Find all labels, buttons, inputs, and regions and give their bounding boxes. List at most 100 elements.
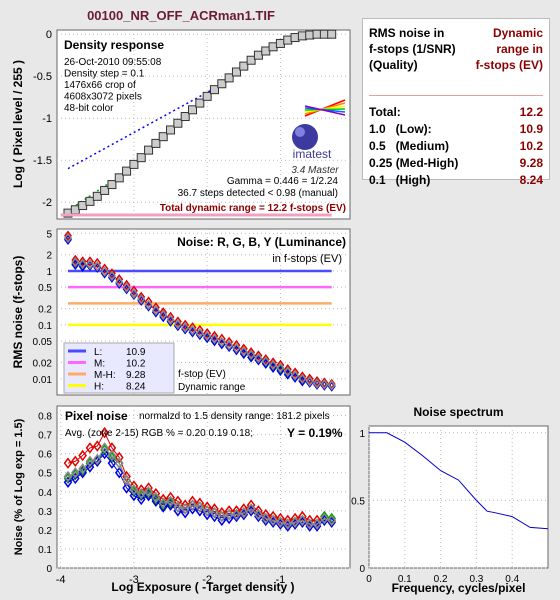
y-tick-label: 0.7 — [38, 431, 52, 442]
noise-point-r — [173, 316, 182, 327]
x-tick-label: 0.4 — [505, 574, 519, 585]
noise-point-y — [86, 259, 94, 270]
table-row: 0.5 (Medium) 10.2 — [369, 139, 543, 155]
density-point — [122, 166, 132, 176]
info-line: 48-bit color — [64, 103, 114, 114]
noise-point-y — [320, 379, 329, 390]
y-tick-label: 0.5 — [351, 496, 365, 507]
pixel-noise-point-r — [298, 510, 307, 523]
x-tick-label: 0 — [366, 574, 372, 585]
normalization-text: normalzd to 1.5 density range: 181.2 pix… — [139, 411, 330, 422]
noise-point-r — [195, 324, 204, 336]
low-fit-line — [67, 180, 113, 212]
pixel-noise-point-y — [298, 514, 307, 527]
noise-point-r — [122, 279, 131, 291]
y-tick-label: 0.02 — [33, 359, 53, 370]
panel-heading: Noise spectrum — [413, 405, 503, 419]
total-dr-text: Total dynamic range = 12.2 f-stops (EV) — [160, 203, 346, 214]
noise-point-r — [86, 256, 94, 267]
pixel-noise-point-y — [166, 495, 175, 508]
pixel-noise-point-y — [232, 508, 241, 521]
y-tick-label: 5 — [46, 229, 52, 240]
row-label: 1.0 (Low): — [369, 122, 432, 136]
y-axis-label: Log ( Pixel level / 255 ) — [11, 60, 25, 188]
row-label: 0.5 (Medium) — [369, 139, 450, 153]
noise-point-r — [298, 371, 307, 382]
noise-point-y — [100, 266, 109, 277]
row-label: Total: — [369, 105, 401, 119]
version-text: 3.4 Master — [291, 165, 339, 176]
y-tick-label: 0.01 — [33, 375, 53, 386]
noise-point-r — [166, 311, 175, 323]
density-point — [78, 201, 88, 211]
pixel-noise-point-y — [254, 508, 263, 521]
pixel-noise-point-r — [276, 512, 285, 525]
density-point — [188, 105, 198, 115]
pixel-noise-point-y — [283, 518, 293, 530]
noise-point-y — [261, 356, 270, 367]
density-point — [209, 85, 219, 95]
pixel-noise-point-b — [63, 476, 73, 488]
density-point — [144, 145, 154, 155]
table-header-right: Dynamic range in f-stops (EV) — [476, 25, 543, 73]
noise-point-y — [144, 299, 153, 311]
pixel-noise-point-r — [158, 493, 168, 506]
density-point — [253, 50, 263, 60]
pixel-noise-point-b — [85, 461, 95, 473]
pixel-noise-point-b — [114, 466, 124, 479]
noise-point-r — [129, 285, 138, 296]
x-axis-label: Frequency, cycles/pixel — [392, 581, 526, 595]
noise-point-y — [181, 322, 190, 333]
average-text: Avg. (zone 2-15) RGB % = 0.20 0.19 0.18; — [65, 428, 253, 439]
noise-point-r — [151, 302, 160, 313]
legend-label: H: — [94, 382, 104, 393]
pixel-noise-point-y — [276, 516, 285, 529]
pixel-noise-point-y — [122, 474, 131, 487]
noise-point-r — [269, 357, 278, 368]
noise-point-y — [210, 333, 219, 345]
y-tick-label: 0.1 — [38, 321, 52, 332]
pixel-noise-point-r — [202, 501, 212, 513]
dynamic-range-table: RMS noise in f-stops (1/SNR) (Quality) D… — [362, 18, 550, 187]
noise-point-y — [64, 232, 72, 244]
pixel-noise-point-y — [327, 514, 337, 527]
density-point — [224, 73, 234, 83]
pixel-noise-point-y — [173, 501, 183, 513]
noise-point-r — [261, 354, 270, 365]
noise-point-b — [86, 260, 94, 271]
legend-value: 9.28 — [126, 370, 146, 381]
pixel-noise-point-y — [144, 486, 153, 498]
pixel-noise-point-r — [195, 497, 205, 509]
y-tick-label: -2 — [42, 197, 52, 209]
noise-point-y — [159, 309, 168, 321]
pixel-noise-point-r — [254, 505, 263, 517]
legend-note: f-stop (EV) — [178, 369, 226, 380]
density-point — [114, 173, 124, 183]
y-tick-label: 0 — [46, 29, 52, 41]
logo-highlight — [295, 127, 305, 137]
noise-point-r — [217, 333, 226, 345]
y-tick-label: 1 — [359, 429, 365, 440]
noise-point-y — [78, 258, 87, 270]
table-row: 1.0 (Low): 10.9 — [369, 122, 543, 138]
y-tick-label: 0.5 — [38, 469, 52, 480]
pixel-noise-point-y — [151, 491, 161, 504]
table-row: 0.1 (High) 8.24 — [369, 173, 543, 189]
steps-text: 36.7 steps detected < 0.98 (manual) — [178, 188, 338, 199]
y-tick-label: 1 — [46, 267, 52, 278]
pixel-noise-point-r — [71, 455, 80, 468]
row-label: 0.25 (Med-High) — [369, 156, 459, 170]
pixel-noise-point-b — [136, 493, 146, 506]
gamma-fit-line — [67, 79, 230, 170]
noise-point-r — [210, 330, 219, 342]
y-tick-label: 2 — [46, 251, 52, 262]
noise-point-r — [239, 343, 248, 355]
legend-label: L: — [94, 347, 102, 358]
pixel-noise-point-g — [327, 512, 337, 525]
density-point — [261, 46, 271, 56]
pixel-noise-point-r — [217, 506, 227, 519]
panel-subheading: in f-stops (EV) — [272, 253, 342, 265]
table-header-left-line: RMS noise in — [369, 26, 445, 40]
pixel-noise-point-r — [290, 512, 300, 525]
x-tick-label: -2 — [202, 574, 212, 586]
